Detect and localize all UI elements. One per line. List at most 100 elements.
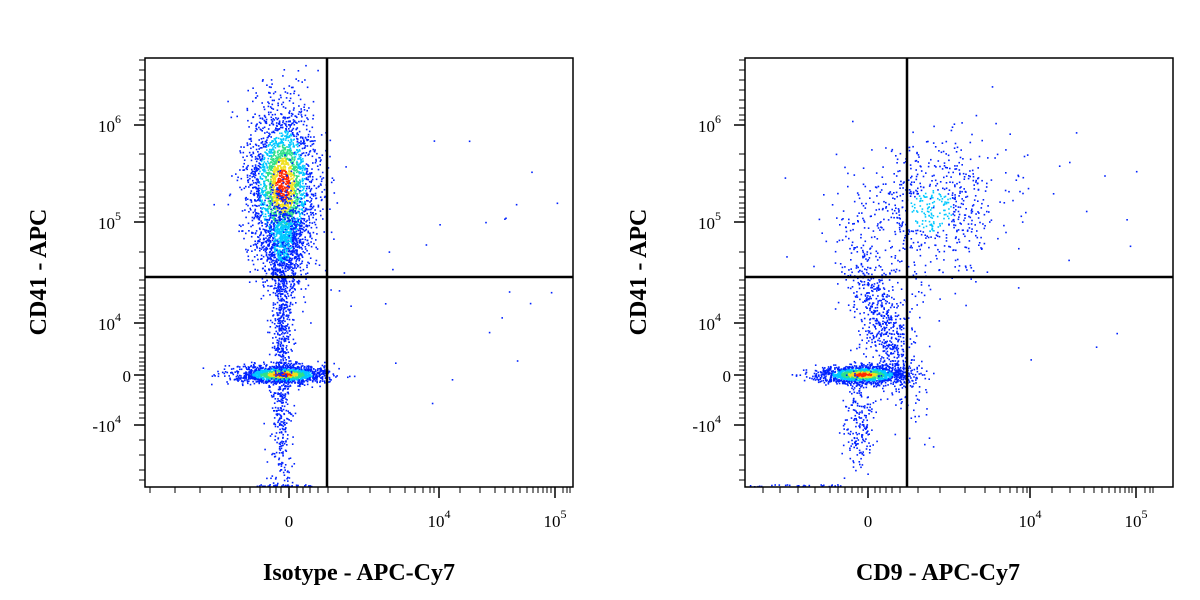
event-dot (237, 370, 240, 373)
event-dot (291, 113, 294, 116)
event-dot (297, 70, 300, 72)
event-dot (289, 247, 292, 250)
event-dot (288, 221, 290, 223)
event-dot (254, 268, 256, 271)
event-dot (292, 284, 295, 287)
event-dot (274, 147, 277, 149)
event-dot (316, 375, 319, 377)
event-dot (228, 194, 231, 197)
event-dot (282, 233, 285, 236)
event-dot (297, 255, 299, 257)
event-dot (262, 284, 265, 286)
event-dot (287, 150, 289, 153)
event-dot (255, 144, 258, 147)
event-dot (288, 130, 291, 132)
event-dot (310, 187, 313, 190)
event-dot (320, 159, 322, 161)
event-dot (295, 178, 298, 180)
event-dot (298, 155, 301, 158)
event-dot (321, 154, 324, 156)
event-dot (306, 243, 308, 246)
event-dot (246, 168, 248, 171)
event-dot (301, 136, 304, 139)
event-dot (296, 185, 298, 187)
event-dot (252, 179, 254, 182)
event-dot (242, 165, 244, 168)
event-dot (269, 247, 271, 250)
event-dot (291, 378, 293, 381)
event-dot (272, 175, 275, 177)
event-dot (276, 145, 279, 148)
event-dot (311, 126, 314, 129)
event-dot (253, 256, 256, 258)
event-dot (265, 164, 268, 166)
event-dot (290, 124, 293, 126)
event-dot (263, 169, 265, 171)
event-dot (273, 377, 276, 379)
event-dot (252, 366, 254, 368)
event-dot (301, 194, 303, 197)
event-dot (277, 223, 279, 225)
event-dot (277, 161, 279, 163)
event-dot (298, 142, 300, 144)
event-dot (275, 378, 277, 381)
event-dot (261, 367, 264, 370)
event-dot (257, 236, 260, 239)
event-dot (273, 153, 275, 156)
event-dot (230, 368, 233, 370)
event-dot (309, 369, 312, 372)
event-dot (267, 145, 270, 147)
event-dot (313, 136, 315, 138)
event-dot (274, 376, 277, 379)
event-dot (265, 188, 268, 190)
event-dot (307, 242, 310, 245)
event-dot (294, 252, 296, 254)
event-dot (299, 229, 302, 232)
event-dot (297, 143, 299, 145)
event-dot (249, 154, 252, 157)
event-dot (290, 260, 292, 262)
event-dot (310, 203, 313, 205)
event-dot (292, 368, 295, 371)
event-dot (255, 230, 258, 232)
dot-cloud (202, 64, 559, 488)
event-dot (276, 260, 278, 263)
event-dot (275, 122, 278, 124)
event-dot (260, 207, 262, 209)
event-dot (281, 245, 283, 248)
event-dot (280, 221, 282, 223)
event-dot (289, 228, 291, 231)
event-dot (303, 380, 305, 382)
event-dot (293, 264, 296, 266)
event-dot (271, 376, 274, 378)
event-dot (247, 89, 249, 92)
event-dot (295, 238, 298, 240)
event-dot (343, 272, 346, 274)
event-dot (264, 151, 266, 153)
event-dot (272, 108, 275, 110)
event-dot (268, 132, 270, 135)
event-dot (293, 240, 295, 242)
event-dot (280, 113, 283, 116)
event-dot (287, 180, 290, 182)
event-dot (239, 151, 242, 154)
event-dot (260, 369, 263, 372)
event-dot (290, 133, 292, 136)
event-dot (228, 365, 231, 367)
event-dot (262, 165, 264, 167)
event-dot (323, 366, 325, 368)
event-dot (251, 216, 254, 219)
event-dot (283, 211, 286, 214)
event-dot (296, 145, 299, 148)
event-dot (301, 147, 304, 150)
event-dot (246, 109, 249, 112)
event-dot (256, 178, 259, 180)
event-dot (269, 203, 271, 206)
event-dot (275, 127, 277, 129)
event-dot (297, 205, 299, 207)
event-dot (252, 187, 254, 189)
event-dot (277, 117, 280, 120)
event-dot (286, 238, 289, 240)
event-dot (319, 183, 322, 185)
event-dot (307, 165, 310, 167)
